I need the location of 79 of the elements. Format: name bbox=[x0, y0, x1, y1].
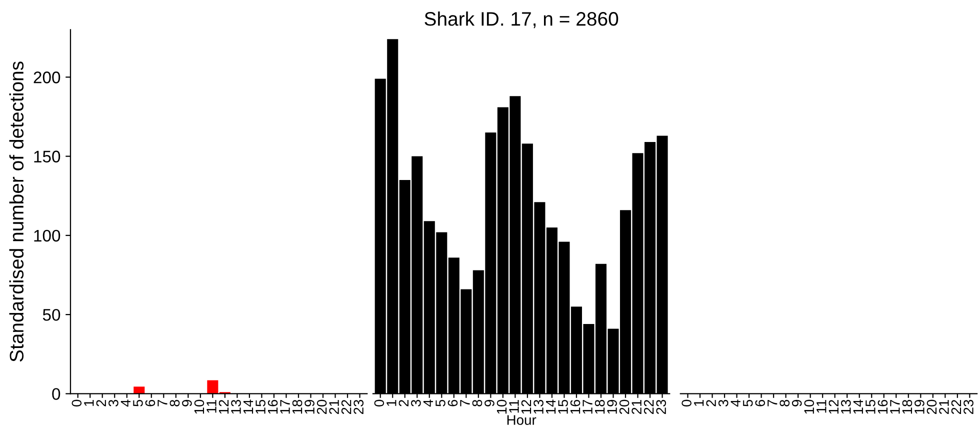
x-tick-label: 2 bbox=[706, 400, 716, 406]
x-tick-label: 2 bbox=[96, 400, 106, 406]
x-tick-label: 8 bbox=[170, 400, 180, 406]
x-tick-label: 12 bbox=[218, 400, 229, 414]
x-tick-label: 14 bbox=[243, 400, 254, 414]
x-tick-label: 6 bbox=[755, 400, 766, 406]
x-tick-label: 20 bbox=[619, 400, 630, 414]
x-tick-label: 15 bbox=[866, 400, 876, 414]
x-tick-label: 10 bbox=[804, 400, 814, 414]
x-tick-label: 6 bbox=[448, 400, 458, 406]
x-tick-label: 21 bbox=[939, 400, 949, 414]
x-tick-label: 9 bbox=[182, 400, 192, 406]
x-tick-label: 0 bbox=[72, 400, 82, 406]
y-tick-label: 150 bbox=[34, 150, 60, 162]
x-tick-label: 7 bbox=[158, 400, 168, 406]
x-tick-label: 1 bbox=[694, 400, 704, 406]
x-tick-label: 19 bbox=[914, 400, 924, 414]
x-tick-label: 16 bbox=[268, 400, 278, 414]
x-tick-label: 4 bbox=[120, 400, 130, 407]
x-tick-label: 0 bbox=[374, 400, 384, 406]
x-tick-label: 22 bbox=[341, 400, 352, 414]
x-tick-label: 15 bbox=[558, 400, 568, 414]
y-axis-title: Standardised number of detections bbox=[9, 62, 24, 362]
x-tick-label: 18 bbox=[902, 400, 912, 414]
x-tick-label: 11 bbox=[509, 400, 519, 413]
x-tick-label: 18 bbox=[594, 400, 605, 414]
x-tick-label: 13 bbox=[534, 400, 544, 414]
x-tick-label: 16 bbox=[878, 400, 888, 414]
x-tick-label: 12 bbox=[521, 400, 532, 414]
x-tick-label: 13 bbox=[231, 400, 241, 414]
x-tick-label: 5 bbox=[436, 400, 446, 406]
x-tick-label: 17 bbox=[582, 400, 592, 414]
x-tick-label: 12 bbox=[828, 400, 838, 414]
x-tick-label: 20 bbox=[316, 400, 327, 414]
x-tick-label: 19 bbox=[304, 400, 314, 414]
x-tick-label: 9 bbox=[792, 400, 802, 406]
x-tick-label: 5 bbox=[133, 400, 143, 406]
x-tick-label: 11 bbox=[816, 400, 826, 413]
x-tick-label: 17 bbox=[890, 400, 900, 414]
x-tick-label: 18 bbox=[292, 400, 302, 414]
x-tick-label: 16 bbox=[570, 400, 580, 414]
x-tick-label: 20 bbox=[926, 400, 937, 414]
x-tick-label: 19 bbox=[607, 400, 617, 414]
x-tick-label: 3 bbox=[411, 400, 421, 406]
x-tick-label: 15 bbox=[256, 400, 266, 414]
x-tick-label: 21 bbox=[632, 400, 642, 414]
x-tick-label: 10 bbox=[496, 400, 507, 414]
x-tick-label: 7 bbox=[460, 400, 470, 406]
x-tick-label: 14 bbox=[546, 400, 556, 414]
x-tick-label: 8 bbox=[472, 400, 482, 406]
x-tick-label: 17 bbox=[280, 400, 290, 414]
x-tick-label: 14 bbox=[853, 400, 863, 414]
x-tick-label: 23 bbox=[656, 400, 666, 414]
x-tick-label: 7 bbox=[768, 400, 778, 406]
chart-title: Shark ID. 17, n = 2860 bbox=[424, 12, 618, 28]
x-tick-label: 10 bbox=[194, 400, 204, 414]
x-axis-title: Hour bbox=[507, 415, 536, 425]
x-tick-label: 3 bbox=[718, 400, 728, 406]
x-tick-label: 3 bbox=[108, 400, 118, 406]
x-tick-label: 4 bbox=[423, 400, 433, 407]
x-tick-label: 1 bbox=[386, 400, 396, 406]
y-tick-label: 50 bbox=[42, 308, 60, 321]
y-tick-label: 200 bbox=[34, 72, 60, 84]
x-tick-label: 9 bbox=[484, 400, 494, 406]
x-tick-label: 8 bbox=[780, 400, 790, 406]
x-tick-label: 6 bbox=[145, 400, 156, 406]
x-tick-label: 1 bbox=[84, 400, 94, 406]
x-tick-label: 11 bbox=[206, 400, 216, 413]
x-tick-label: 23 bbox=[354, 400, 364, 414]
x-tick-label: 22 bbox=[644, 400, 654, 414]
x-tick-label: 5 bbox=[743, 400, 753, 406]
x-tick-label: 23 bbox=[964, 400, 974, 414]
x-tick-label: 22 bbox=[951, 400, 962, 414]
x-tick-label: 0 bbox=[682, 400, 692, 406]
x-tick-label: 13 bbox=[841, 400, 851, 414]
x-tick-label: 21 bbox=[329, 400, 339, 414]
x-tick-label: 4 bbox=[730, 400, 740, 407]
x-tick-label: 2 bbox=[398, 400, 408, 406]
y-tick-label: 100 bbox=[34, 230, 60, 242]
